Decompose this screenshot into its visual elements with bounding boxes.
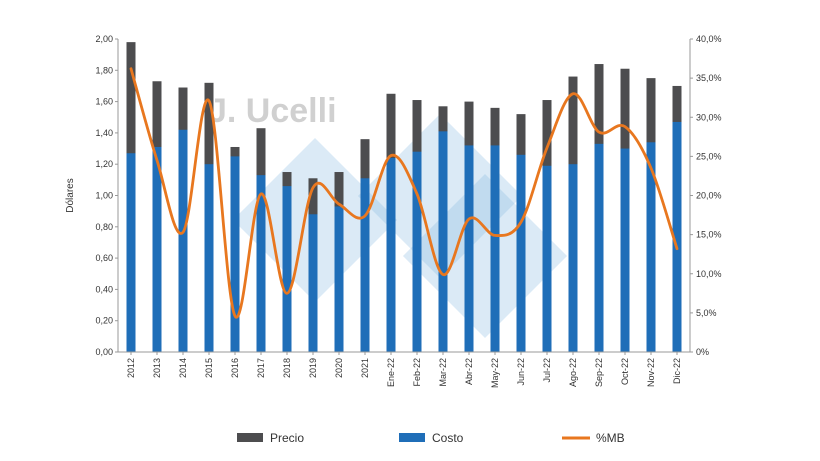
bar-costo	[516, 154, 526, 352]
x-tick-label: Mar-22	[438, 358, 448, 387]
y-tick-label: 1,60	[95, 97, 113, 107]
y-axis-title: Dólares	[65, 178, 76, 212]
x-tick-label: 2014	[178, 358, 188, 378]
y-tick-label: 0,20	[95, 316, 113, 326]
bar-costo	[412, 151, 422, 352]
legend-item-precio: Precio	[237, 431, 304, 445]
y2-tick-label: 0%	[696, 347, 709, 357]
bar-costo	[646, 142, 656, 352]
watermark-text: J. Ucelli	[208, 92, 337, 130]
y-tick-label: 1,40	[95, 128, 113, 138]
bar-costo	[542, 165, 552, 352]
bar-costo	[490, 145, 500, 352]
x-tick-label: Feb-22	[412, 358, 422, 387]
line-mb	[129, 67, 679, 319]
x-tick-label: Oct-22	[620, 358, 630, 385]
bar-costo	[464, 145, 474, 352]
legend-item-costo: Costo	[399, 431, 464, 445]
x-tick-label: 2013	[152, 358, 162, 378]
y-tick-label: 0,60	[95, 253, 113, 263]
bar-costo	[308, 214, 318, 352]
y-tick-label: 2,00	[95, 34, 113, 44]
x-tick-label: 2015	[204, 358, 214, 378]
y-tick-label: 0,00	[95, 347, 113, 357]
bar-costo	[126, 153, 136, 352]
bar-costo	[438, 131, 448, 352]
x-tick-label: Ene-22	[386, 358, 396, 387]
legend: Precio Costo %MB	[237, 431, 625, 445]
margin-line	[129, 67, 679, 319]
bar-costo	[334, 206, 344, 352]
y-tick-label: 1,00	[95, 191, 113, 201]
x-tick-label: Ago-22	[568, 358, 578, 387]
y2-tick-label: 10,0%	[696, 269, 722, 279]
x-tick-label: May-22	[490, 358, 500, 388]
legend-swatch-precio	[237, 433, 263, 442]
y2-tick-label: 5,0%	[696, 308, 717, 318]
y-tick-label: 0,80	[95, 222, 113, 232]
x-tick-label: 2020	[334, 358, 344, 378]
y-tick-label: 1,80	[95, 65, 113, 75]
bar-costo	[230, 156, 240, 352]
y2-tick-label: 15,0%	[696, 230, 722, 240]
y2-tick-label: 35,0%	[696, 73, 722, 83]
legend-item-mb: %MB	[562, 431, 625, 445]
bar-costo	[672, 121, 682, 352]
x-tick-label: Sep-22	[594, 358, 604, 387]
x-tick-label: 2017	[256, 358, 266, 378]
bar-costo	[256, 175, 266, 352]
bar-costo	[568, 164, 578, 352]
x-tick-label: Dic-22	[672, 358, 682, 384]
axes: 0,00 0,20 0,40 0,60 0,80 1,00 1,20 1,40 1,60 1,80…	[65, 34, 722, 388]
x-tick-label: Abr-22	[464, 358, 474, 385]
x-tick-label: 2018	[282, 358, 292, 378]
bars	[126, 42, 682, 353]
legend-swatch-costo	[399, 433, 425, 442]
legend-label-costo: Costo	[432, 431, 464, 445]
x-tick-label: 2019	[308, 358, 318, 378]
bar-costo	[178, 129, 188, 352]
x-tick-label: Nov-22	[646, 358, 656, 387]
legend-label-mb: %MB	[596, 431, 625, 445]
x-tick-label: 2021	[360, 358, 370, 378]
bar-costo	[204, 164, 214, 352]
x-tick-label: Jun-22	[516, 358, 526, 386]
bar-costo	[152, 146, 162, 352]
y2-tick-label: 20,0%	[696, 191, 722, 201]
y2-tick-label: 40,0%	[696, 34, 722, 44]
y2-tick-label: 25,0%	[696, 151, 722, 161]
x-tick-label: 2016	[230, 358, 240, 378]
x-tick-label: 2012	[126, 358, 136, 378]
bar-costo	[282, 186, 292, 352]
legend-label-precio: Precio	[270, 431, 304, 445]
bar-costo	[620, 148, 630, 352]
x-tick-label: Jul-22	[542, 358, 552, 383]
y-tick-label: 0,40	[95, 284, 113, 294]
bar-costo	[594, 143, 604, 352]
bar-costo	[386, 157, 396, 352]
y2-tick-label: 30,0%	[696, 112, 722, 122]
bar-costo	[360, 178, 370, 352]
y-tick-label: 1,20	[95, 159, 113, 169]
